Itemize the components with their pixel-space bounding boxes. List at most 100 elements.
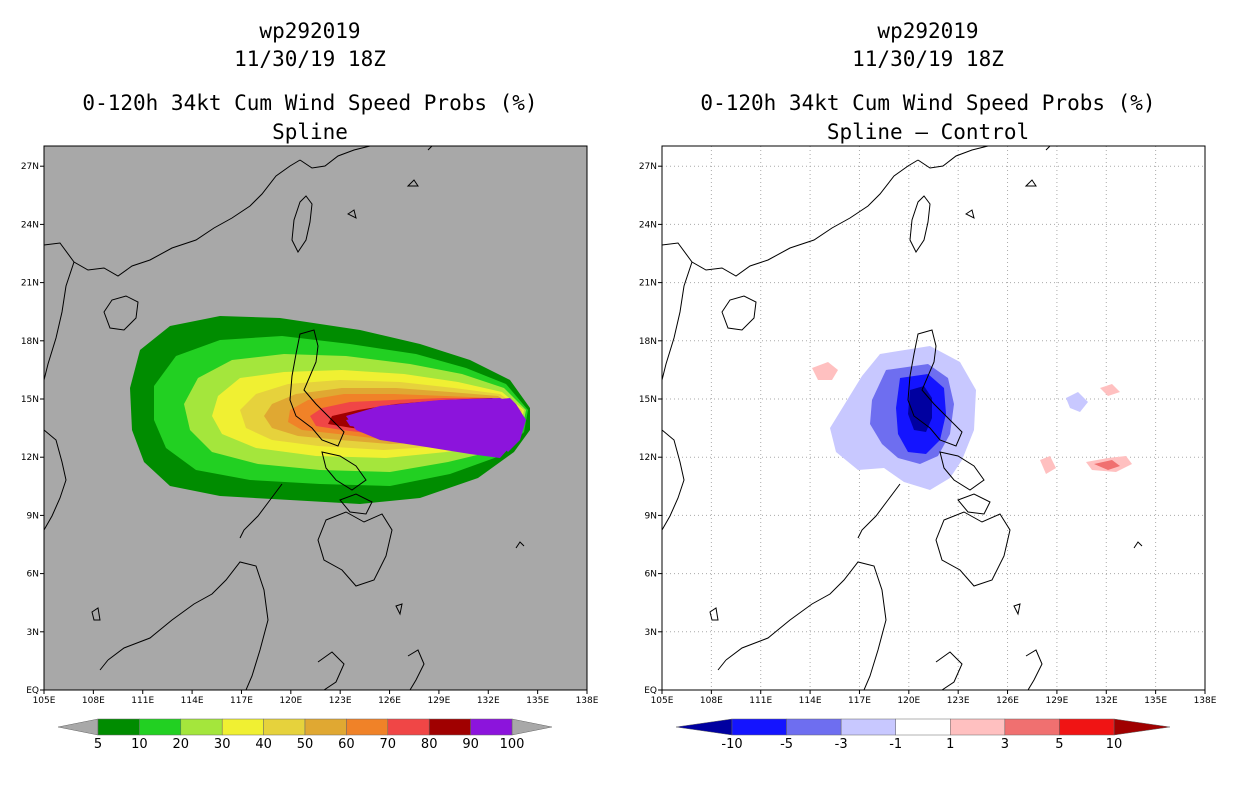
left-title-product: 0-120h 34kt Cum Wind Speed Probs (%) xyxy=(82,91,538,115)
right-colorbar-swatch xyxy=(1004,718,1060,736)
left-colorbar-label: 50 xyxy=(297,737,314,752)
right-lon-label: 123E xyxy=(947,696,970,706)
left-colorbar-label: 60 xyxy=(338,737,355,752)
left-colorbar-swatch xyxy=(97,718,140,736)
right-map-frame xyxy=(661,145,1206,691)
left-lat-label: 12N xyxy=(21,453,39,463)
left-map-frame xyxy=(43,145,588,691)
left-lat-label: 3N xyxy=(27,628,39,638)
right-lat-label: 15N xyxy=(639,395,657,405)
right-colorbar-label: -5 xyxy=(780,737,793,752)
left-lon-label: 132E xyxy=(477,696,500,706)
diff-plus3-region xyxy=(1094,460,1120,470)
right-lon-label: 105E xyxy=(651,696,674,706)
left-lat-label: EQ xyxy=(26,686,39,696)
right-axis-ticks: 105E 108E 111E 114E 117E 120E 123E 126E 129E 132E… xyxy=(639,162,1217,706)
left-lat-label: 27N xyxy=(21,162,39,172)
left-title-storm-id: wp292019 xyxy=(259,19,361,43)
right-title-subtitle: Spline — Control xyxy=(826,120,1030,144)
right-lon-label: 120E xyxy=(897,696,920,706)
right-lon-label: 117E xyxy=(848,696,871,706)
right-lat-label: 27N xyxy=(639,162,657,172)
right-lon-label: 129E xyxy=(1045,696,1068,706)
right-lat-label: 12N xyxy=(639,453,657,463)
right-colorbar-label: 10 xyxy=(1106,737,1123,752)
left-colorbar-label: 20 xyxy=(173,737,190,752)
left-lat-label: 18N xyxy=(21,337,39,347)
right-colorbar-swatch xyxy=(895,718,951,736)
right-colorbar-label: -1 xyxy=(889,737,902,752)
right-title-product: 0-120h 34kt Cum Wind Speed Probs (%) xyxy=(700,91,1156,115)
left-colorbar-swatch xyxy=(139,718,182,736)
right-colorbar-swatch xyxy=(731,718,787,736)
right-title-storm-id: wp292019 xyxy=(877,19,979,43)
right-colorbar-swatch xyxy=(1059,718,1115,736)
left-colorbar-label: 10 xyxy=(131,737,148,752)
left-colorbar-label: 80 xyxy=(421,737,438,752)
left-colorbar-label: 5 xyxy=(94,737,102,752)
right-colorbar-swatch xyxy=(950,718,1006,736)
left-probability-contours xyxy=(44,146,530,690)
right-lon-label: 111E xyxy=(749,696,772,706)
right-colorbar-label: 3 xyxy=(1001,737,1009,752)
left-colorbar-label: 70 xyxy=(380,737,397,752)
right-colorbar-upper-triangle xyxy=(1113,718,1171,736)
right-colorbar-label: -3 xyxy=(835,737,848,752)
left-colorbar-swatch xyxy=(180,718,223,736)
diff-plus1-region-a xyxy=(812,362,838,380)
left-lon-label: 129E xyxy=(427,696,450,706)
right-map-panel: 105E 108E 111E 114E 117E 120E 123E 126E 129E 132E… xyxy=(639,145,1217,706)
diff-plus1-region-b xyxy=(1100,384,1120,396)
right-lat-label: 21N xyxy=(639,279,657,289)
left-lon-label: 135E xyxy=(526,696,549,706)
left-lat-label: 9N xyxy=(27,511,39,521)
left-map-panel: 105E 108E 111E 114E 117E 120E 123E 126E 129E 132E… xyxy=(21,145,599,706)
right-difference-contours xyxy=(662,146,1143,690)
left-colorbar-swatch xyxy=(470,718,513,736)
right-colorbar-label: -10 xyxy=(721,737,742,752)
right-lon-label: 138E xyxy=(1194,696,1217,706)
left-colorbar-swatch xyxy=(263,718,306,736)
right-lat-label: EQ xyxy=(644,686,657,696)
left-colorbar-lower-triangle xyxy=(57,718,99,736)
right-lon-label: 135E xyxy=(1144,696,1167,706)
prob-100-contour xyxy=(346,398,526,458)
right-lat-label: 24N xyxy=(639,220,657,230)
right-colorbar-label: 5 xyxy=(1055,737,1063,752)
right-colorbar-label: 1 xyxy=(946,737,954,752)
right-title-datetime: 11/30/19 18Z xyxy=(852,47,1004,71)
left-title-datetime: 11/30/19 18Z xyxy=(234,47,386,71)
right-lat-label: 18N xyxy=(639,337,657,347)
left-colorbar-label: 100 xyxy=(500,737,525,752)
left-title-subtitle: Spline xyxy=(272,120,348,144)
left-colorbar-swatch xyxy=(346,718,389,736)
left-colorbar-label: 90 xyxy=(462,737,479,752)
left-lat-label: 15N xyxy=(21,395,39,405)
right-lon-label: 114E xyxy=(799,696,822,706)
left-colorbar-swatch xyxy=(387,718,430,736)
left-lon-label: 138E xyxy=(576,696,599,706)
right-colorbar: -10 -5 -3 -1 1 3 5 10 xyxy=(675,718,1171,752)
left-lon-label: 105E xyxy=(33,696,56,706)
left-colorbar-swatch xyxy=(304,718,347,736)
left-colorbar-label: 30 xyxy=(214,737,231,752)
left-lon-label: 126E xyxy=(378,696,401,706)
left-colorbar-label: 40 xyxy=(255,737,272,752)
left-lon-label: 108E xyxy=(82,696,105,706)
left-lon-label: 117E xyxy=(230,696,253,706)
right-lon-label: 108E xyxy=(700,696,723,706)
left-lat-label: 21N xyxy=(21,279,39,289)
diff-minus10-region xyxy=(908,386,932,432)
left-lon-label: 114E xyxy=(181,696,204,706)
right-lat-label: 6N xyxy=(645,570,657,580)
right-map-gridlines xyxy=(662,146,1205,690)
right-lon-label: 132E xyxy=(1095,696,1118,706)
diff-plus1-region-c xyxy=(1040,456,1056,474)
right-lat-label: 3N xyxy=(645,628,657,638)
right-colorbar-lower-triangle xyxy=(675,718,733,736)
left-colorbar-swatch xyxy=(428,718,471,736)
left-axis-ticks: 105E 108E 111E 114E 117E 120E 123E 126E 129E 132E… xyxy=(21,162,599,706)
right-lat-label: 9N xyxy=(645,511,657,521)
left-colorbar: 5 10 20 30 40 50 60 70 80 90 100 xyxy=(57,718,553,752)
